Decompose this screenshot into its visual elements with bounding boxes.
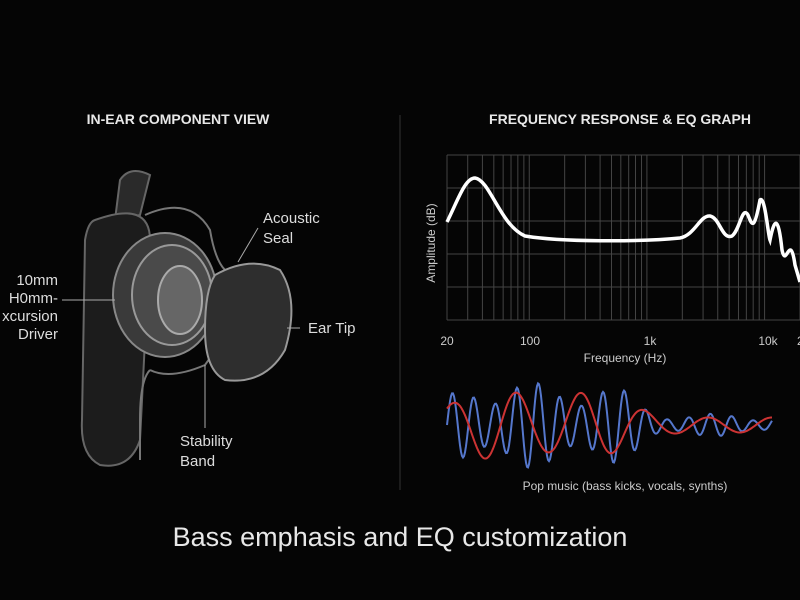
label-lines — [62, 227, 300, 428]
seal-label: Acoustic Seal — [263, 210, 320, 247]
y-axis-label: Amplitude (dB) — [424, 203, 438, 282]
x-tick-label: 100 — [520, 334, 540, 348]
waveform-blue — [446, 381, 773, 469]
caption: Pop music (bass kicks, vocals, synths) — [523, 479, 728, 493]
waveform-red — [446, 391, 772, 460]
x-tick-label: 1k — [644, 334, 658, 348]
footer: Bass emphasis and EQ customization — [173, 522, 628, 552]
right-title: FREQUENCY RESPONSE & EQ GRAPH — [489, 111, 751, 127]
left-title: IN-EAR COMPONENT VIEW — [87, 111, 271, 127]
driver-label: 10mm H0mm-xcursion Driver — [2, 272, 58, 343]
x-tick-label: 10k — [758, 334, 778, 348]
x-tick-label: 2 — [797, 334, 800, 348]
tip-label: Ear Tip — [308, 320, 356, 337]
earbud — [80, 170, 293, 467]
x-axis-label: Frequency (Hz) — [584, 351, 667, 365]
response-curve — [445, 176, 800, 283]
band-label: Stability Band — [180, 433, 233, 470]
x-tick-label: 20 — [440, 334, 454, 348]
